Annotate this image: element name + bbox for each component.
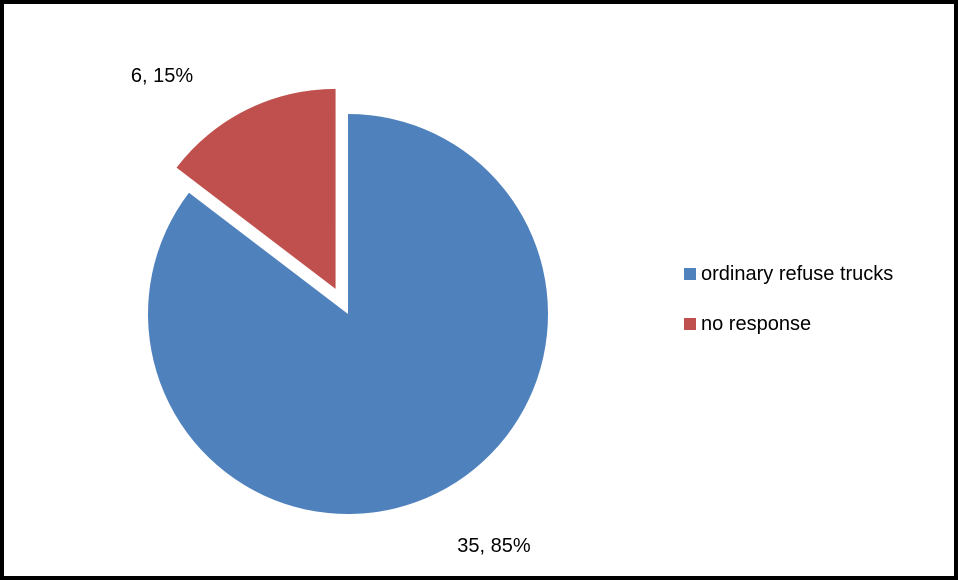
data-label-ordinary-refuse-trucks: 35, 85% [457, 535, 531, 557]
data-label-no-response: 6, 15% [131, 65, 193, 87]
pie-slice-no-response [176, 88, 336, 289]
pie-slice-ordinary-refuse-trucks [147, 114, 548, 514]
legend-label-ordinary-refuse-trucks: ordinary refuse trucks [701, 262, 894, 285]
legend-item-ordinary-refuse-trucks: ordinary refuse trucks [684, 262, 893, 286]
legend-swatch-ordinary-refuse-trucks [684, 268, 696, 280]
pie-chart: 35, 85% 6, 15% [131, 65, 548, 557]
legend-swatch-no-response [684, 318, 696, 330]
legend-label-no-response: no response [701, 312, 812, 335]
legend-item-no-response: no response [684, 312, 893, 336]
legend: ordinary refuse trucks no response [684, 262, 893, 362]
